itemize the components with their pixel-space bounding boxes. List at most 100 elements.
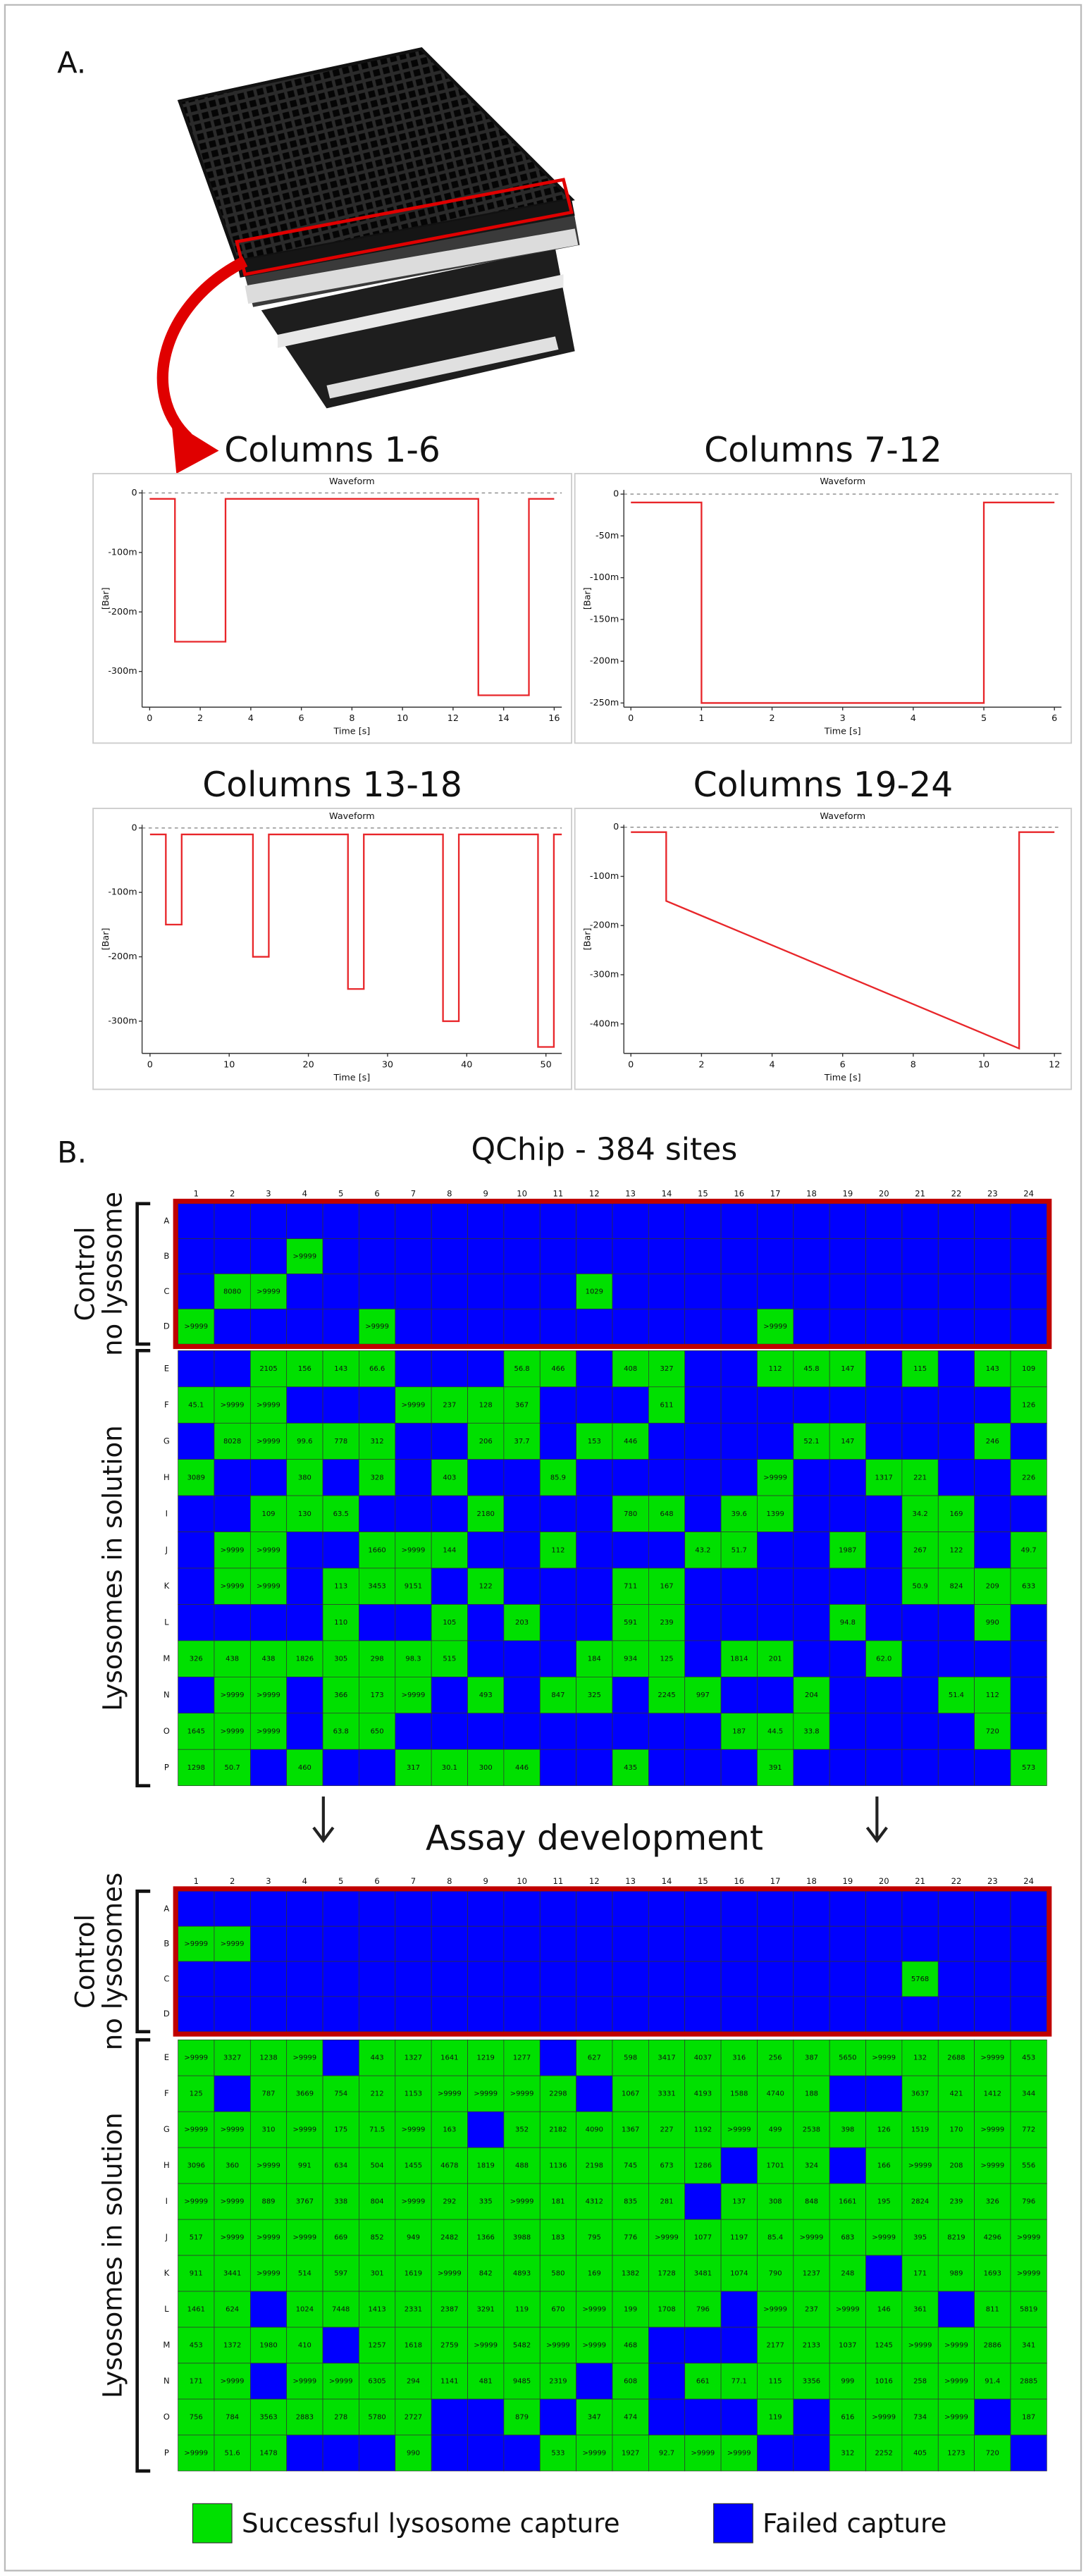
cell-value: 2298 — [549, 2090, 567, 2098]
chart-title: Waveform — [329, 811, 375, 822]
cell-value: 408 — [624, 1365, 637, 1373]
cell-value: 294 — [407, 2378, 420, 2386]
cell — [539, 2219, 576, 2256]
cell — [431, 1308, 468, 1345]
cell — [1010, 1274, 1047, 1309]
x-tick-label: 0 — [628, 1059, 634, 1070]
cell — [503, 1274, 541, 1309]
cell — [576, 1459, 613, 1496]
cell-value: 7448 — [332, 2306, 350, 2314]
cell-value: >9999 — [221, 2378, 245, 2386]
cell-value: 4312 — [586, 2198, 603, 2206]
cell-value: >9999 — [438, 2090, 462, 2098]
cell — [1010, 1203, 1047, 1239]
cell — [178, 1203, 215, 1239]
cell-value: >9999 — [293, 2378, 317, 2386]
cell — [395, 2327, 432, 2364]
cell — [612, 2434, 649, 2472]
column-label: 4 — [302, 1188, 307, 1198]
cell — [539, 1386, 576, 1424]
group-label: Control — [70, 1226, 100, 1321]
cell — [1010, 2147, 1047, 2184]
cell-value: 1728 — [658, 2270, 675, 2278]
cell — [937, 1386, 975, 1424]
cell-value: >9999 — [763, 1474, 787, 1481]
cell-value: 312 — [841, 2450, 854, 2458]
cell — [865, 1713, 903, 1750]
group-label: Control — [70, 1914, 100, 2009]
cell-value: 3089 — [187, 1474, 205, 1481]
cell — [937, 1274, 975, 1309]
cell — [395, 2219, 432, 2256]
cell-value: 122 — [949, 1546, 963, 1554]
cell — [937, 2362, 975, 2400]
cell — [395, 1308, 432, 1345]
cell-value: 237 — [805, 2306, 818, 2314]
cell-value: 3637 — [911, 2090, 929, 2098]
cell — [286, 1567, 323, 1605]
cell — [757, 1677, 794, 1714]
cell — [467, 2398, 505, 2436]
x-tick-label: 8 — [911, 1059, 916, 1070]
cell-value: 934 — [624, 1656, 637, 1663]
cell — [793, 1308, 830, 1345]
cell — [576, 1604, 613, 1641]
cell — [539, 1203, 576, 1239]
cell — [648, 2434, 686, 2472]
cell-value: 556 — [1022, 2162, 1035, 2170]
cell — [612, 2111, 649, 2148]
cell — [359, 2255, 396, 2292]
cell — [214, 1495, 251, 1532]
cell — [974, 2362, 1011, 2400]
cell-value: 367 — [515, 1402, 529, 1410]
legend-swatch — [713, 2503, 753, 2544]
waveform-line — [631, 501, 1055, 704]
cell — [648, 2255, 686, 2292]
cell — [1010, 1713, 1047, 1750]
cell — [865, 2183, 903, 2220]
cell-value: 2180 — [477, 1510, 495, 1518]
cell — [684, 2075, 722, 2112]
column-label: 13 — [625, 1188, 636, 1198]
cell-value: 2688 — [947, 2054, 965, 2062]
cell — [974, 1350, 1011, 1388]
cell-value: >9999 — [582, 2306, 606, 2314]
cell-value: 2252 — [875, 2450, 893, 2458]
cell-value: >9999 — [257, 1728, 280, 1736]
cell — [322, 1604, 359, 1641]
cell-value: 3356 — [803, 2378, 820, 2386]
row-label: C — [163, 1286, 169, 1296]
cell-value: 308 — [769, 2198, 782, 2206]
cell-value: >9999 — [257, 1402, 280, 1410]
cell — [503, 2039, 541, 2076]
cell — [684, 1567, 722, 1605]
cell — [901, 1891, 939, 1927]
cell-value: >9999 — [510, 2198, 534, 2206]
cell — [974, 1386, 1011, 1424]
row-label: M — [163, 1653, 170, 1663]
cell — [1010, 2039, 1047, 2076]
column-label: 22 — [951, 1188, 962, 1198]
cell-value: 787 — [262, 2090, 276, 2098]
cell — [612, 2075, 649, 2112]
cell-value: 44.5 — [767, 1728, 783, 1736]
cell-value: >9999 — [763, 1323, 787, 1331]
cell — [1010, 2362, 1047, 2400]
chart-title: Waveform — [820, 811, 865, 822]
cell — [249, 2183, 288, 2220]
cell — [322, 1713, 359, 1750]
cell — [684, 2147, 722, 2184]
cell — [249, 1459, 288, 1496]
cell — [612, 1925, 649, 1962]
cell-value: 1245 — [875, 2342, 893, 2350]
cell — [757, 1640, 794, 1677]
row-label: G — [163, 1436, 170, 1446]
cell — [322, 1961, 359, 1997]
cell — [720, 2219, 758, 2256]
cell — [757, 1238, 794, 1274]
cell — [974, 1238, 1011, 1274]
cell-value: >9999 — [980, 2126, 1004, 2134]
cell — [395, 1459, 432, 1496]
cell — [359, 2291, 396, 2328]
cell — [503, 1495, 541, 1532]
